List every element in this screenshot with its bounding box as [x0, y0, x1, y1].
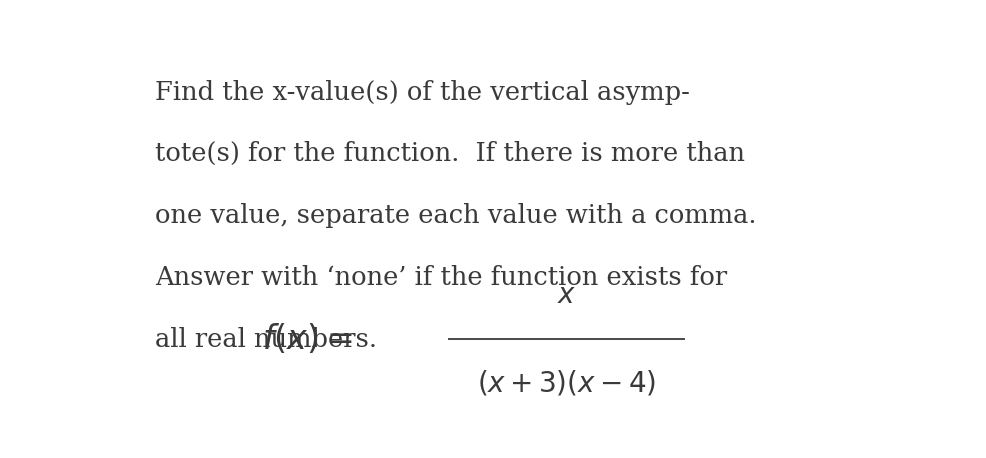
Text: Find the x-value(s) of the vertical asymp-: Find the x-value(s) of the vertical asym…	[156, 80, 690, 104]
Text: all real numbers.: all real numbers.	[156, 327, 378, 351]
Text: $(x+3)(x-4)$: $(x+3)(x-4)$	[477, 369, 656, 398]
Text: $f(x) =$: $f(x) =$	[262, 322, 353, 356]
Text: $x$: $x$	[557, 282, 576, 309]
Text: one value, separate each value with a comma.: one value, separate each value with a co…	[156, 203, 757, 228]
Text: tote(s) for the function.  If there is more than: tote(s) for the function. If there is mo…	[156, 142, 745, 166]
Text: Answer with ‘none’ if the function exists for: Answer with ‘none’ if the function exist…	[156, 265, 728, 290]
